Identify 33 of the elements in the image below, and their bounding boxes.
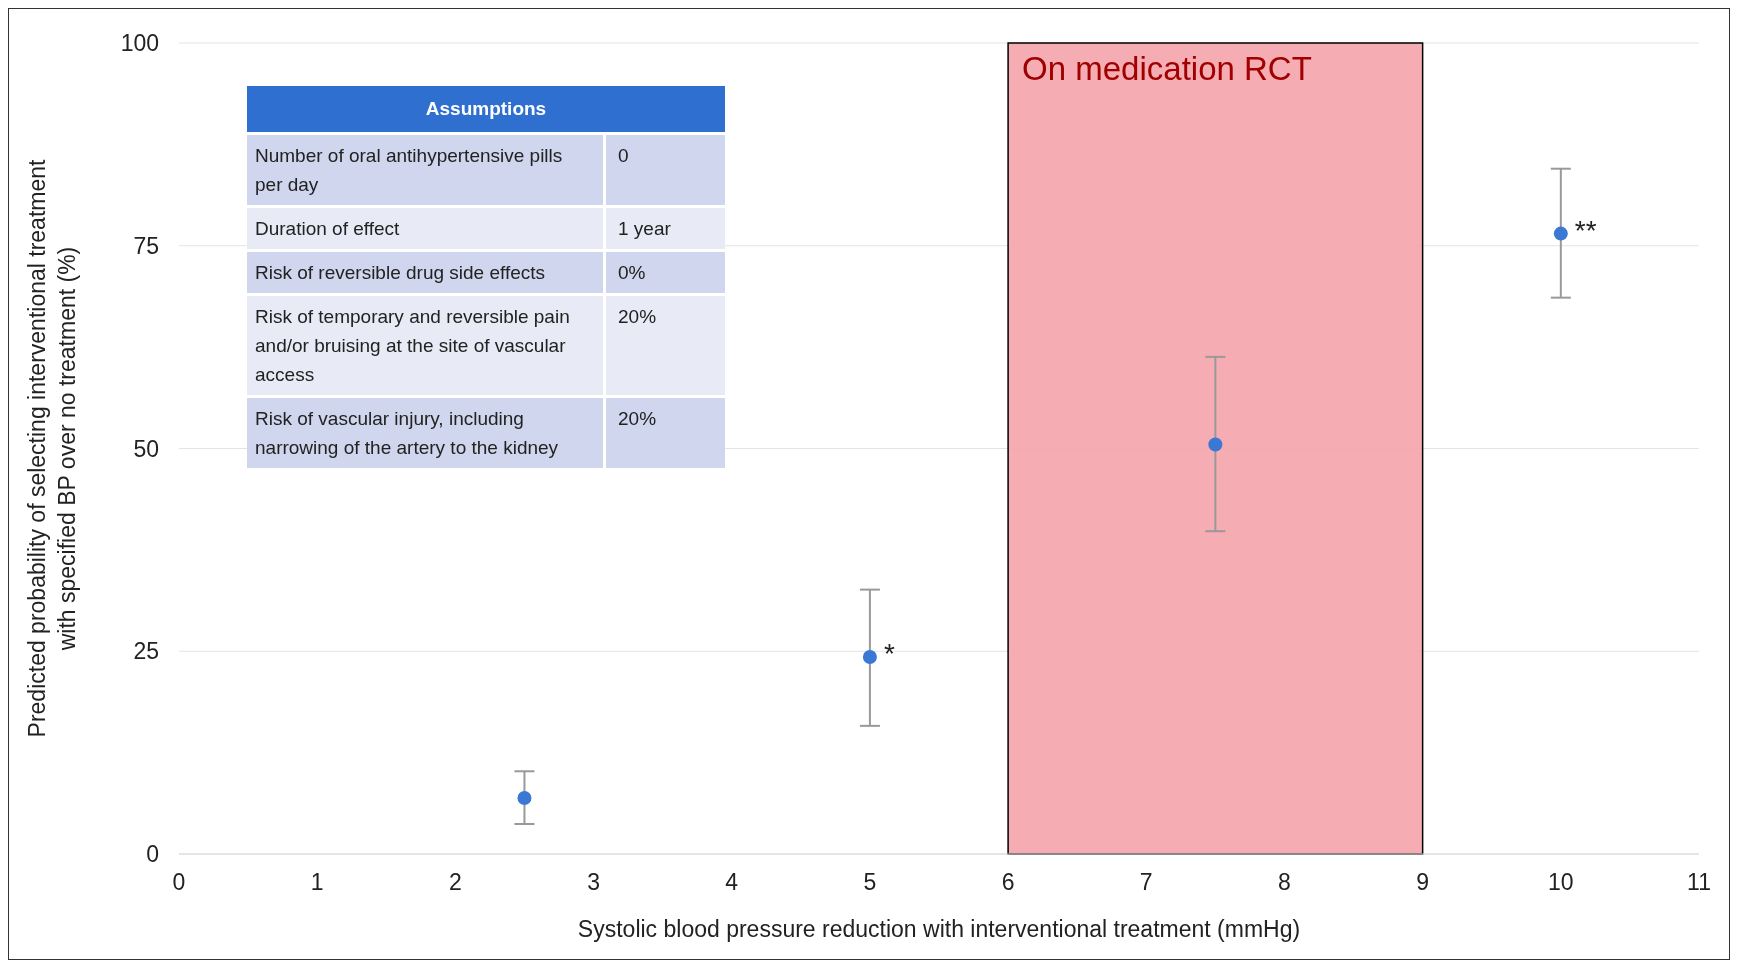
band-label: On medication RCT (1022, 50, 1312, 88)
annotation: 0% (604, 250, 725, 295)
annotation: Risk of reversible drug side effects (247, 250, 605, 295)
x-tick-label: 8 (1278, 869, 1291, 896)
x-tick-label: 9 (1416, 869, 1430, 896)
y-tick-label: 100 (120, 30, 159, 57)
x-tick-label: 4 (725, 869, 739, 896)
x-tick-label: 1 (310, 869, 324, 896)
annotation: Risk of vascular injury, including narrowing of the artery to the kidney (247, 396, 605, 470)
y-tick-label: 25 (133, 638, 159, 665)
x-axis-title: Systolic blood pressure reduction with interventional treatment (mmHg) (577, 916, 1301, 942)
x-tick-label: 0 (172, 869, 186, 896)
y-axis-title: Predicted probability of selecting interventional treatment with specified BP over no treatment (%) (24, 158, 80, 738)
y-tick-label: 50 (133, 435, 159, 462)
x-tick-label: 2 (448, 869, 462, 896)
x-tick-label: 6 (1001, 869, 1015, 896)
annotation: * (883, 637, 895, 669)
annotation: Assumptions (247, 86, 725, 134)
annotation: 1 year (604, 206, 725, 251)
y-tick-label: 75 (133, 232, 159, 259)
x-tick-label: 7 (1139, 869, 1153, 896)
annotation: 0 (604, 133, 725, 207)
annotation: 20% (604, 294, 725, 397)
annotation: 20% (604, 396, 725, 470)
x-tick-label: 5 (863, 869, 877, 896)
annotation: Duration of effect (247, 206, 605, 251)
x-tick-label: 10 (1548, 869, 1574, 896)
x-tick-label: 3 (587, 869, 600, 896)
x-tick-label: 11 (1687, 869, 1711, 896)
annotation: Risk of temporary and reversible pain and/or bruising at the site of vascular access (247, 294, 605, 397)
annotation: Number of oral antihypertensive pills per day (247, 133, 605, 207)
annotation: ** (1574, 214, 1597, 246)
y-tick-label: 0 (146, 841, 159, 868)
